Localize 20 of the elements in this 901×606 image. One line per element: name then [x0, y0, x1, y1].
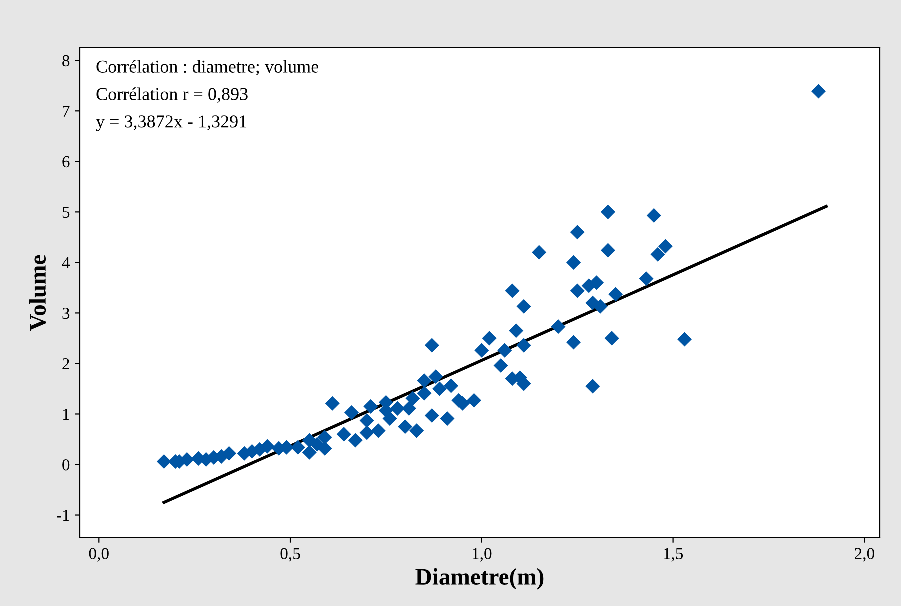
y-axis-title: Volume [29, 255, 46, 332]
y-tick-label: 4 [62, 258, 70, 268]
y-tick-label: 3 [62, 308, 70, 320]
annotation: Corrélation r = 0,893 [96, 88, 248, 103]
x-axis-title: Diametre(m) [416, 568, 544, 590]
y-tick-label: -1 [57, 510, 70, 522]
x-tick-label: 1,5 [664, 548, 684, 562]
x-tick-label: 2,0 [855, 548, 874, 562]
y-tick-label: 8 [62, 55, 70, 67]
annotation: Corrélation : diametre; volume [96, 60, 318, 76]
x-tick-label: 0,5 [280, 548, 300, 562]
y-tick-label: 7 [63, 106, 70, 117]
y-tick-label: 2 [62, 358, 70, 370]
y-tick-label: 6 [62, 156, 70, 168]
y-tick-label: 5 [62, 207, 70, 218]
x-tick-label: 1,0 [472, 548, 492, 562]
annotation: y = 3,3872x - 1,3291 [96, 116, 247, 132]
x-tick-label: 0,0 [89, 548, 109, 562]
y-tick-label: 0 [62, 459, 70, 471]
y-tick-label: 1 [63, 409, 70, 420]
